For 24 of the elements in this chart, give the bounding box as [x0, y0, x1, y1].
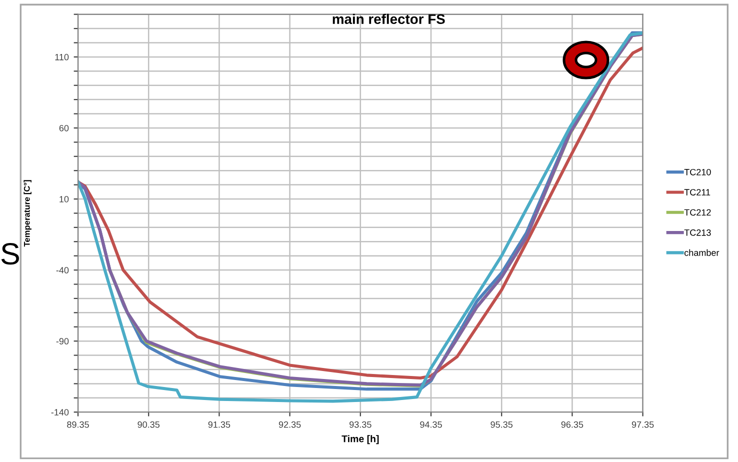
x-tick-label: 93.35	[350, 421, 372, 428]
legend-label: TC212	[684, 209, 711, 216]
y-tick-label: -40	[56, 267, 69, 274]
text: S	[1, 242, 19, 265]
x-tick-label: 95.35	[490, 421, 513, 428]
x-tick-label: 91.35	[208, 421, 230, 428]
y-axis-title: Temperature [C°]	[24, 180, 32, 247]
chart-title: main reflector FS	[332, 14, 445, 24]
x-tick-label: 92.35	[278, 421, 301, 428]
x-axis-title: Time [h]	[342, 435, 379, 444]
y-tick-label: 110	[55, 54, 69, 60]
y-tick-label: -140	[51, 409, 69, 416]
x-tick-label: 90.35	[138, 421, 160, 428]
y-tick-label: 10	[60, 196, 69, 202]
y-tick-label: 60	[59, 124, 69, 132]
legend-label: TC213	[684, 229, 711, 236]
legend-label: chamber	[684, 249, 720, 256]
legend-label: TC210	[684, 168, 711, 176]
legend-label: TC211	[684, 189, 710, 196]
y-tick-label: -90	[56, 338, 69, 344]
x-tick-label: 97.35	[632, 421, 654, 428]
x-tick-label: 89.35	[67, 421, 89, 428]
x-tick-label: 96.35	[561, 421, 584, 428]
x-tick-label: 94.35	[420, 421, 442, 428]
